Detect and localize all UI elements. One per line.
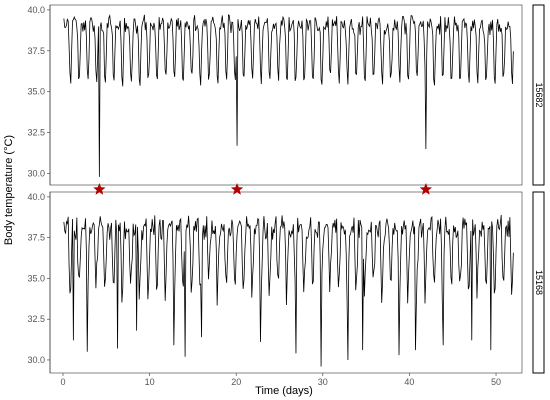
strip-label: 15168 [534,270,544,295]
star-marker [419,182,433,195]
x-tick-label: 40 [404,377,414,387]
x-axis-title: Time (days) [255,385,313,397]
y-tick-label: 35.0 [27,87,45,97]
temperature-line-15168 [63,214,514,367]
temperature-line-15682 [63,13,514,177]
y-tick-label: 40.0 [27,192,45,202]
x-tick-label: 50 [491,377,501,387]
y-axis-title: Body temperature (°C) [3,135,15,245]
strip-box [532,191,545,374]
y-tick-label: 35.0 [27,273,45,283]
y-tick-label: 40.0 [27,5,45,15]
y-tick-label: 37.5 [27,46,45,56]
star-marker [230,182,244,195]
strip-box [532,4,545,186]
y-tick-label: 37.5 [27,233,45,243]
x-tick-label: 10 [145,377,155,387]
plot-layer: 30.0 32.5 35.0 37.5 40.0 15682 30.0 32.5 35.0 37.… [27,4,545,387]
x-tick-label: 20 [231,377,241,387]
x-tick-label: 0 [60,377,65,387]
x-tick-label: 30 [318,377,328,387]
star-marker [92,182,106,195]
y-tick-label: 32.5 [27,128,45,138]
y-tick-label: 30.0 [27,355,45,365]
y-tick-label: 30.0 [27,169,45,179]
y-tick-label: 32.5 [27,314,45,324]
strip-label: 15682 [534,82,544,107]
